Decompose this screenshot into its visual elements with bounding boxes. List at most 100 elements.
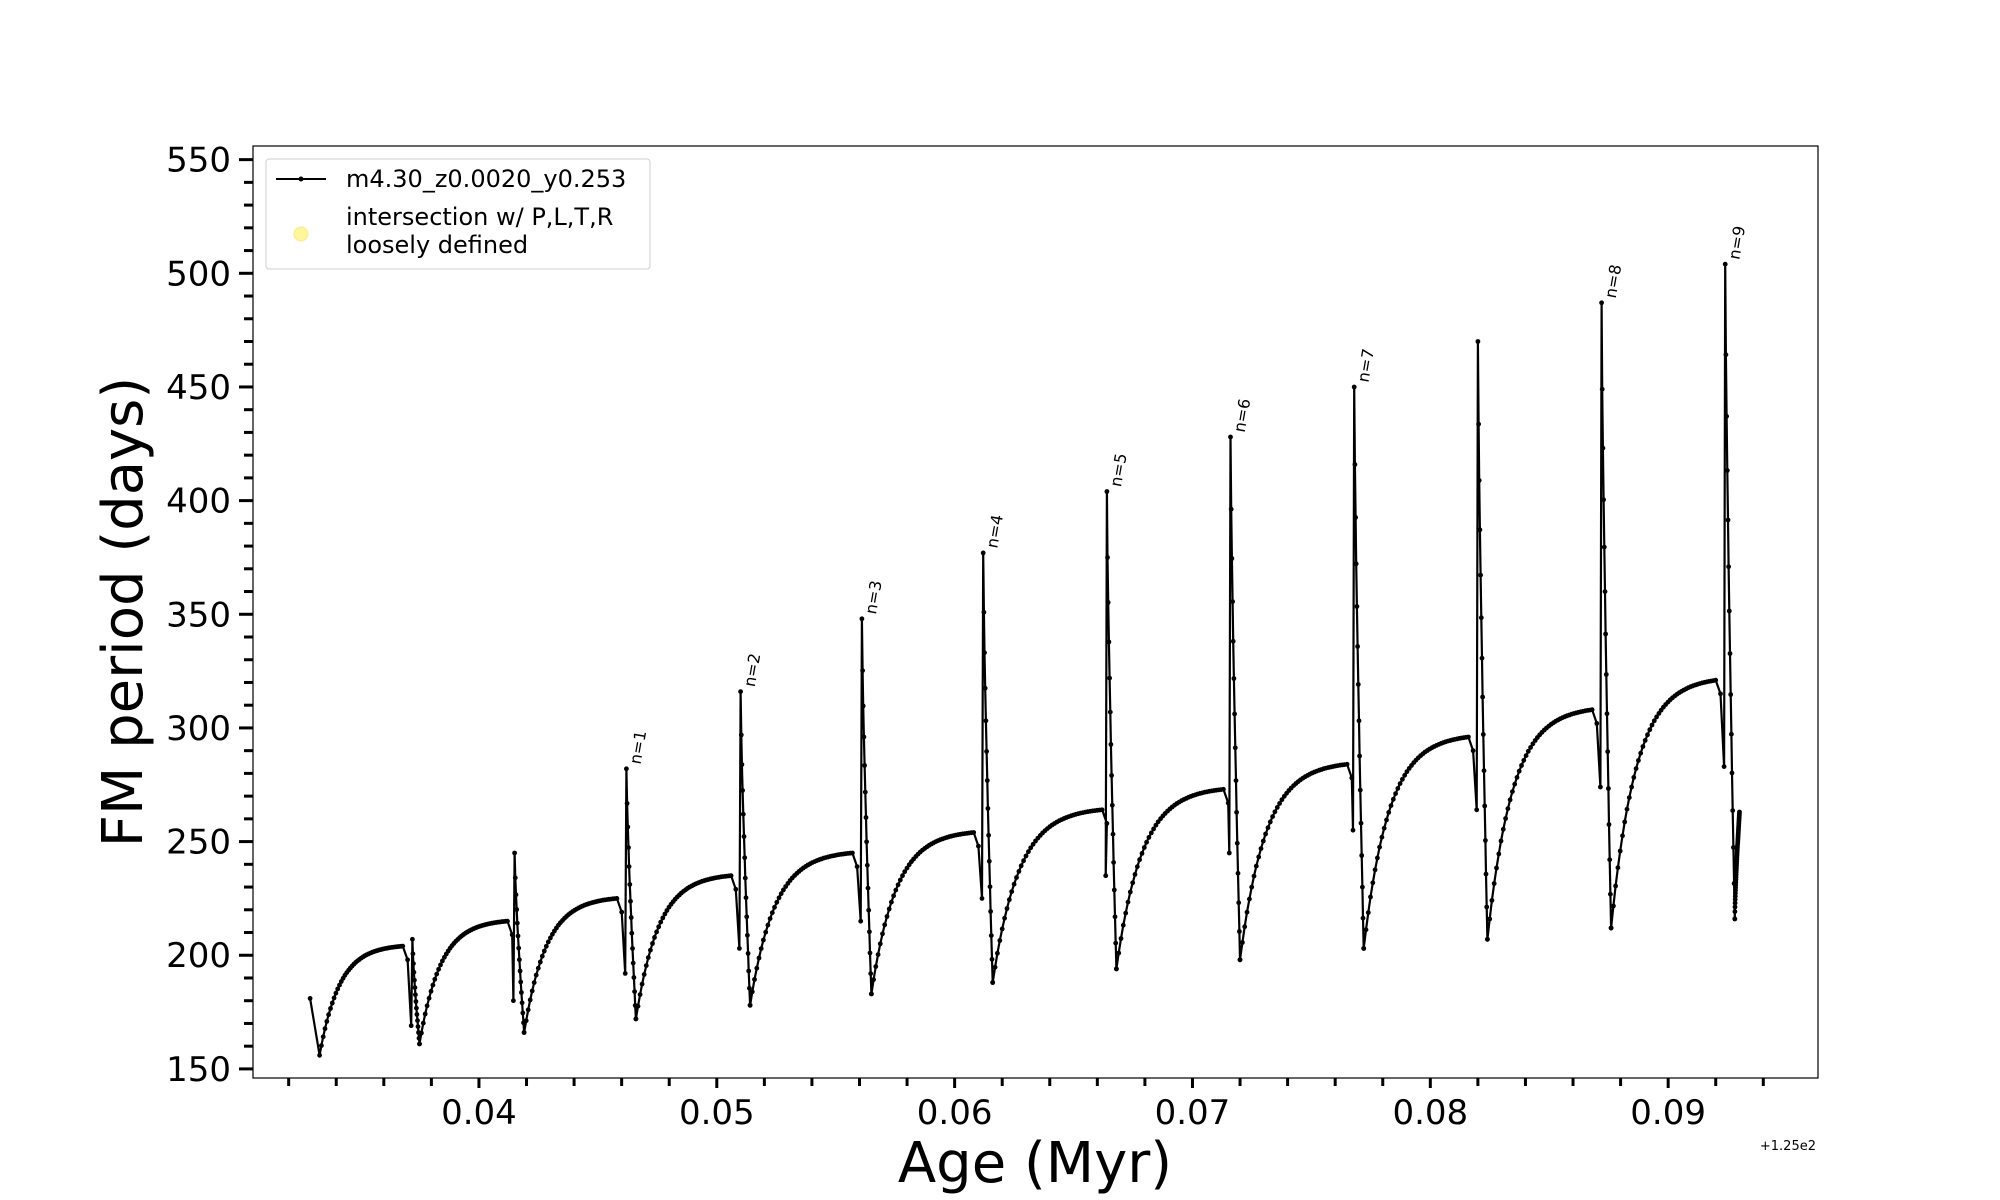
x-offset-label: +1.25e2 xyxy=(1760,1139,1816,1154)
data-point xyxy=(858,918,864,924)
data-point xyxy=(1629,784,1634,790)
data-point xyxy=(1353,515,1358,520)
data-point xyxy=(1148,830,1154,836)
data-point xyxy=(1649,722,1655,728)
data-point xyxy=(742,875,748,881)
data-point xyxy=(523,1018,529,1024)
data-point xyxy=(1523,753,1529,758)
data-point xyxy=(889,899,894,905)
data-point xyxy=(1633,766,1639,771)
data-point xyxy=(633,1016,639,1022)
data-point xyxy=(1026,849,1031,855)
data-point xyxy=(1114,966,1119,972)
data-point xyxy=(1116,950,1122,956)
data-point xyxy=(882,922,888,928)
data-point xyxy=(624,766,629,772)
data-point xyxy=(1236,900,1242,906)
data-point xyxy=(1099,807,1105,813)
data-point xyxy=(1237,957,1243,963)
data-point xyxy=(738,732,744,738)
data-point xyxy=(1594,721,1600,726)
data-point xyxy=(862,763,867,768)
data-point xyxy=(862,789,868,795)
data-point xyxy=(1372,867,1378,873)
data-point xyxy=(1240,940,1245,945)
data-point xyxy=(412,977,417,983)
data-point xyxy=(514,920,520,926)
data-point xyxy=(307,996,313,1001)
data-point xyxy=(436,966,441,972)
data-point xyxy=(982,650,987,656)
data-point xyxy=(1221,786,1226,792)
data-point xyxy=(1478,615,1484,621)
data-point xyxy=(1381,825,1387,831)
data-point xyxy=(1260,838,1266,844)
data-point xyxy=(1647,727,1653,733)
data-point xyxy=(1482,803,1488,809)
data-point xyxy=(747,1002,753,1008)
data-point xyxy=(417,1041,422,1047)
data-point xyxy=(861,734,867,740)
data-point xyxy=(328,1006,333,1011)
data-point xyxy=(733,886,739,892)
data-point xyxy=(1474,807,1480,813)
cycle-annotation: n=2 xyxy=(740,652,765,689)
data-point xyxy=(749,989,755,995)
series-line-m4.30 xyxy=(309,263,1741,1057)
data-point xyxy=(850,850,855,856)
data-point xyxy=(1139,851,1145,856)
data-point xyxy=(1402,772,1408,778)
data-point xyxy=(413,992,418,998)
data-point xyxy=(1251,873,1257,879)
data-point xyxy=(650,941,655,946)
data-point xyxy=(1153,822,1159,828)
data-point xyxy=(867,929,872,935)
data-point xyxy=(1106,639,1112,645)
data-point xyxy=(319,1043,324,1048)
data-point xyxy=(886,906,892,912)
data-point xyxy=(895,882,901,888)
data-point xyxy=(426,995,432,1001)
data-point xyxy=(1355,644,1360,649)
data-point xyxy=(1249,884,1255,890)
legend-dot-marker xyxy=(298,176,304,182)
data-point xyxy=(514,907,520,912)
data-point xyxy=(1225,800,1231,806)
data-point xyxy=(1481,768,1487,774)
data-point xyxy=(629,930,635,936)
data-point xyxy=(1601,497,1606,503)
data-point xyxy=(412,985,418,990)
data-point xyxy=(1516,768,1522,774)
data-point xyxy=(871,977,876,982)
data-point xyxy=(1108,742,1114,747)
data-point xyxy=(743,895,749,901)
data-point xyxy=(1146,835,1152,840)
data-point xyxy=(1737,809,1742,815)
data-point xyxy=(513,892,519,898)
y-tick-label: 450 xyxy=(166,368,231,408)
data-point xyxy=(331,995,337,1001)
data-point xyxy=(411,969,417,975)
data-point xyxy=(781,887,786,893)
data-point xyxy=(1344,761,1350,767)
y-tick-label: 550 xyxy=(166,141,231,181)
data-point xyxy=(1265,825,1271,831)
y-tick-label: 250 xyxy=(166,823,231,863)
data-point xyxy=(756,955,762,961)
data-point xyxy=(337,982,342,988)
data-point xyxy=(1729,731,1734,737)
data-point xyxy=(971,830,977,835)
data-point xyxy=(1721,764,1727,769)
cycle-annotation: n=7 xyxy=(1353,347,1378,384)
data-point xyxy=(1354,604,1360,609)
data-point xyxy=(1475,339,1481,344)
data-point xyxy=(1651,718,1657,724)
data-point xyxy=(1478,572,1483,578)
data-point xyxy=(745,932,750,938)
series-layer xyxy=(307,261,1742,1058)
x-tick-label: 0.08 xyxy=(1392,1093,1468,1133)
x-axis-ticks: 0.04 0.05 0.06 0.07 0.08 0.09 xyxy=(287,1078,1765,1133)
data-point xyxy=(1476,421,1481,427)
data-point xyxy=(1487,916,1493,922)
data-point xyxy=(614,896,620,901)
